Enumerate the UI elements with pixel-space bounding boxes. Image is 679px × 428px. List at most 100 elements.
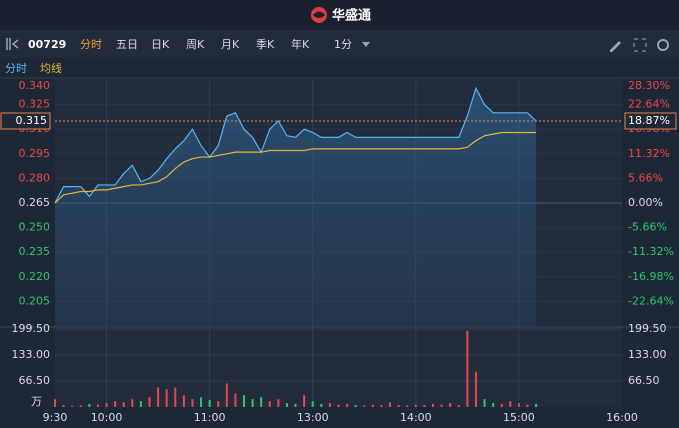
volume-bar	[535, 403, 538, 407]
y-tick-label: 133.00	[12, 348, 51, 361]
volume-bar	[311, 401, 314, 407]
tab[interactable]: 分时	[80, 38, 102, 51]
y2-tick-label: 199.50	[628, 322, 667, 335]
y-tick-label: 0.205	[19, 294, 51, 307]
y-tick-label: 199.50	[12, 322, 51, 335]
volume-bar	[243, 395, 245, 407]
volume-bar	[346, 403, 349, 407]
tab[interactable]: 季K	[256, 38, 275, 51]
volume-bar	[217, 401, 220, 407]
price-area	[55, 88, 537, 326]
x-tick-label: 15:00	[503, 411, 535, 424]
volume-bar	[165, 389, 168, 407]
volume-bar	[423, 405, 426, 407]
logo-mark	[313, 11, 325, 18]
y-tick-label: 0.220	[19, 270, 51, 283]
collapse-icon[interactable]	[6, 38, 19, 50]
volume-bar	[363, 405, 366, 407]
volume-bar	[131, 399, 134, 407]
volume-bar	[191, 399, 194, 407]
y2-tick-label: 11.32%	[628, 147, 670, 160]
tab[interactable]: 年K	[291, 37, 310, 51]
volume-bar	[182, 395, 185, 407]
y2-tick-label: 66.50	[628, 374, 660, 387]
y2-tick-label: -16.98%	[628, 270, 674, 283]
dropdown-arrow[interactable]	[362, 42, 370, 47]
y2-tick-label: -22.64%	[628, 294, 674, 307]
volume-bar	[285, 403, 288, 407]
volume-bar	[105, 403, 108, 407]
volume-bar	[54, 399, 56, 407]
current-change: 18.87%	[628, 114, 670, 127]
settings-icon[interactable]	[657, 39, 669, 51]
volume-bar	[337, 404, 340, 407]
volume-bar	[432, 403, 434, 407]
top-bar	[0, 0, 679, 30]
volume-bar	[96, 404, 99, 407]
y-tick-label: 0.295	[19, 147, 51, 160]
tab[interactable]: 日K	[151, 38, 170, 51]
volume-unit: 万	[31, 395, 42, 408]
x-tick-label: 16:00	[606, 411, 638, 424]
volume-bar	[234, 393, 237, 407]
tab[interactable]: 周K	[186, 38, 205, 51]
volume-bar	[371, 404, 374, 407]
volume-bar	[251, 399, 254, 407]
y2-tick-label: 22.64%	[628, 98, 670, 111]
current-price-badge	[0, 112, 51, 130]
y-tick-label: 0.250	[19, 221, 51, 234]
volume-bar	[225, 383, 228, 407]
toolbar	[0, 30, 679, 58]
volume-bar	[208, 399, 211, 407]
volume-bar	[62, 405, 65, 407]
y-tick-label: 0.265	[19, 196, 51, 209]
volume-bar	[414, 404, 417, 407]
volume-bar	[483, 399, 486, 407]
volume-bar	[294, 403, 297, 407]
volume-bar	[122, 402, 125, 407]
x-tick-label: 9:30	[43, 411, 68, 424]
volume-bar	[71, 405, 74, 407]
legend-entry: 分时	[5, 62, 27, 75]
x-tick-label: 13:00	[297, 411, 329, 424]
volume-bar	[389, 402, 392, 407]
x-tick-label: 10:00	[91, 411, 123, 424]
y2-tick-label: -11.32%	[628, 245, 674, 258]
volume-bar	[268, 401, 271, 407]
app-title: 华盛通	[332, 8, 371, 24]
volume-bar	[509, 401, 512, 407]
tab[interactable]: 月K	[221, 38, 240, 51]
series-line	[54, 131, 537, 204]
volume-bar	[320, 403, 323, 407]
stock-code: 00729	[28, 38, 66, 51]
volume-bar	[500, 403, 503, 407]
volume-bar	[114, 401, 117, 407]
volume-bar	[466, 330, 469, 407]
legend-entry: 均线	[40, 61, 62, 75]
volume-bar	[457, 405, 460, 407]
current-change-badge	[624, 112, 677, 130]
tab[interactable]: 1分	[334, 38, 352, 51]
volume-bar	[397, 405, 400, 407]
volume-bar	[174, 387, 177, 407]
y2-tick-label: 5.66%	[628, 171, 663, 184]
volume-bar	[354, 405, 357, 407]
volume-bar	[200, 397, 203, 407]
y-tick-label: 0.235	[19, 245, 51, 258]
current-price: 0.315	[16, 114, 48, 127]
y2-tick-label: 133.00	[628, 348, 667, 361]
x-tick-label: 14:00	[400, 411, 432, 424]
volume-bar	[148, 397, 151, 407]
volume-bar	[526, 404, 529, 407]
volume-bar	[406, 405, 409, 407]
volume-bar	[303, 395, 306, 407]
y-tick-label: 0.325	[19, 98, 51, 111]
draw-icon[interactable]	[610, 41, 621, 52]
tab[interactable]: 五日	[116, 38, 138, 51]
volume-bar	[260, 397, 263, 407]
y2-tick-label: 0.00%	[628, 196, 663, 209]
y-tick-label: 66.50	[19, 374, 51, 387]
fullscreen-icon[interactable]	[633, 38, 647, 52]
